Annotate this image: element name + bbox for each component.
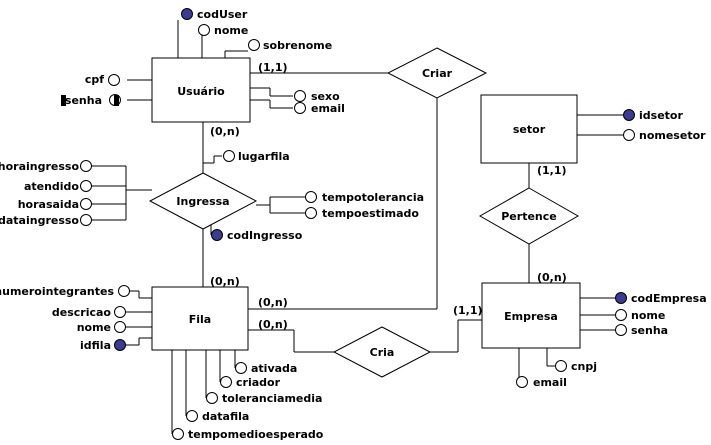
cardinality-empresa-cria: (1,1) — [453, 304, 483, 317]
attribute-icon — [305, 207, 317, 219]
attr-empresa-senha: senha — [631, 324, 668, 337]
attribute-icon — [555, 360, 567, 372]
cardinality-empresa-pertence: (0,n) — [537, 271, 567, 284]
attr-datafila: datafila — [202, 410, 249, 423]
attribute-icon — [198, 24, 210, 36]
relationship-pertence-label: Pertence — [501, 210, 556, 223]
attribute-icon — [223, 150, 235, 162]
attr-codEmpresa: codEmpresa — [631, 292, 707, 305]
attribute-icon — [516, 376, 528, 388]
attribute-icon — [615, 324, 627, 336]
attribute-icon — [220, 376, 232, 388]
attr-tempoestimado: tempoestimado — [322, 207, 419, 220]
attr-horaingresso: horaingresso — [0, 160, 79, 173]
attr-toleranciamedia: toleranciamedia — [222, 392, 322, 405]
attr-horasaida: horasaida — [18, 198, 79, 211]
attribute-icon — [80, 160, 92, 172]
attr-sexo: sexo — [311, 90, 340, 103]
key-attribute-icon — [114, 339, 126, 351]
relationship-pertence-diamond[interactable] — [478, 187, 580, 245]
attr-empresa-nome: nome — [631, 309, 665, 322]
cardinality-fila-cria: (0,n) — [258, 318, 288, 331]
attribute-icon — [114, 306, 126, 318]
entity-usuario-box[interactable] — [151, 57, 251, 123]
attr-lugarfila: lugarfila — [238, 150, 290, 163]
relationship-cria-diamond[interactable] — [332, 326, 432, 378]
attribute-icon — [248, 39, 260, 51]
attr-sobrenome: sobrenome — [263, 39, 332, 52]
attr-cpf: cpf — [85, 73, 104, 86]
relationship-criar-diamond[interactable] — [386, 47, 488, 99]
key-attribute-icon — [181, 8, 193, 20]
cardinality-usuario-ingressa: (0,n) — [210, 125, 240, 138]
attribute-icon — [80, 180, 92, 192]
entity-setor-box[interactable] — [480, 94, 578, 164]
attr-tempomedioesperado: tempomedioesperado — [188, 428, 324, 441]
attribute-icon — [623, 129, 635, 141]
attr-ativada: ativada — [251, 362, 297, 375]
attribute-icon — [305, 191, 317, 203]
attr-usuario-nome: nome — [214, 24, 248, 37]
key-attribute-icon — [211, 229, 223, 241]
attr-codIngresso: codIngresso — [227, 229, 303, 242]
connector-lines — [92, 20, 623, 434]
attribute-icon — [615, 309, 627, 321]
attr-cnpj: cnpj — [571, 360, 597, 373]
attribute-icon — [235, 362, 247, 374]
attr-usuario-senha: senha — [65, 94, 102, 107]
attribute-icon — [186, 410, 198, 422]
relationship-cria-label: Cria — [370, 346, 395, 359]
relationship-ingressa-label: Ingressa — [176, 195, 229, 208]
entity-setor-label: setor — [513, 123, 546, 136]
key-attribute-icon — [615, 292, 627, 304]
multivalued-marker-right — [114, 95, 119, 106]
attr-usuario-email: email — [311, 102, 345, 115]
cardinality-fila-criar: (0,n) — [258, 296, 288, 309]
attr-tempotolerancia: tempotolerancia — [322, 191, 424, 204]
attribute-icon — [294, 102, 306, 114]
key-attribute-icon — [623, 109, 635, 121]
entity-fila-box[interactable] — [151, 286, 249, 351]
attribute-icon — [294, 90, 306, 102]
attr-criador: criador — [236, 376, 281, 389]
attr-dataingresso: dataingresso — [0, 214, 79, 227]
attr-fila-nome: nome — [77, 321, 111, 334]
relationship-criar-label: Criar — [422, 67, 453, 80]
cardinality-fila-ingressa: (0,n) — [210, 275, 240, 288]
attr-codUser: codUser — [197, 8, 248, 21]
attr-numerointegrantes: numerointegrantes — [0, 285, 114, 298]
attr-atendido: atendido — [24, 180, 79, 193]
entity-fila-label: Fila — [189, 313, 211, 326]
multivalued-marker-left — [61, 95, 66, 106]
entity-empresa-label: Empresa — [504, 310, 558, 323]
entity-usuario-label: Usuário — [177, 85, 225, 98]
attr-idsetor: idsetor — [639, 109, 683, 122]
attr-idfila: idfila — [80, 339, 111, 352]
attribute-icon — [80, 214, 92, 226]
attribute-icon — [108, 74, 120, 86]
attribute-icon — [206, 392, 218, 404]
cardinality-setor-pertence: (1,1) — [537, 164, 567, 177]
attribute-icon — [118, 285, 130, 297]
attr-empresa-email: email — [533, 376, 567, 389]
attr-nomesetor: nomesetor — [639, 129, 706, 142]
relationship-ingressa-diamond[interactable] — [148, 172, 258, 230]
attribute-icon — [114, 321, 126, 333]
attribute-icon — [172, 428, 184, 440]
entity-empresa-box[interactable] — [481, 282, 581, 349]
cardinality-usuario-criar: (1,1) — [258, 61, 288, 74]
attr-descricao: descricao — [52, 306, 112, 319]
attribute-icon — [80, 198, 92, 210]
